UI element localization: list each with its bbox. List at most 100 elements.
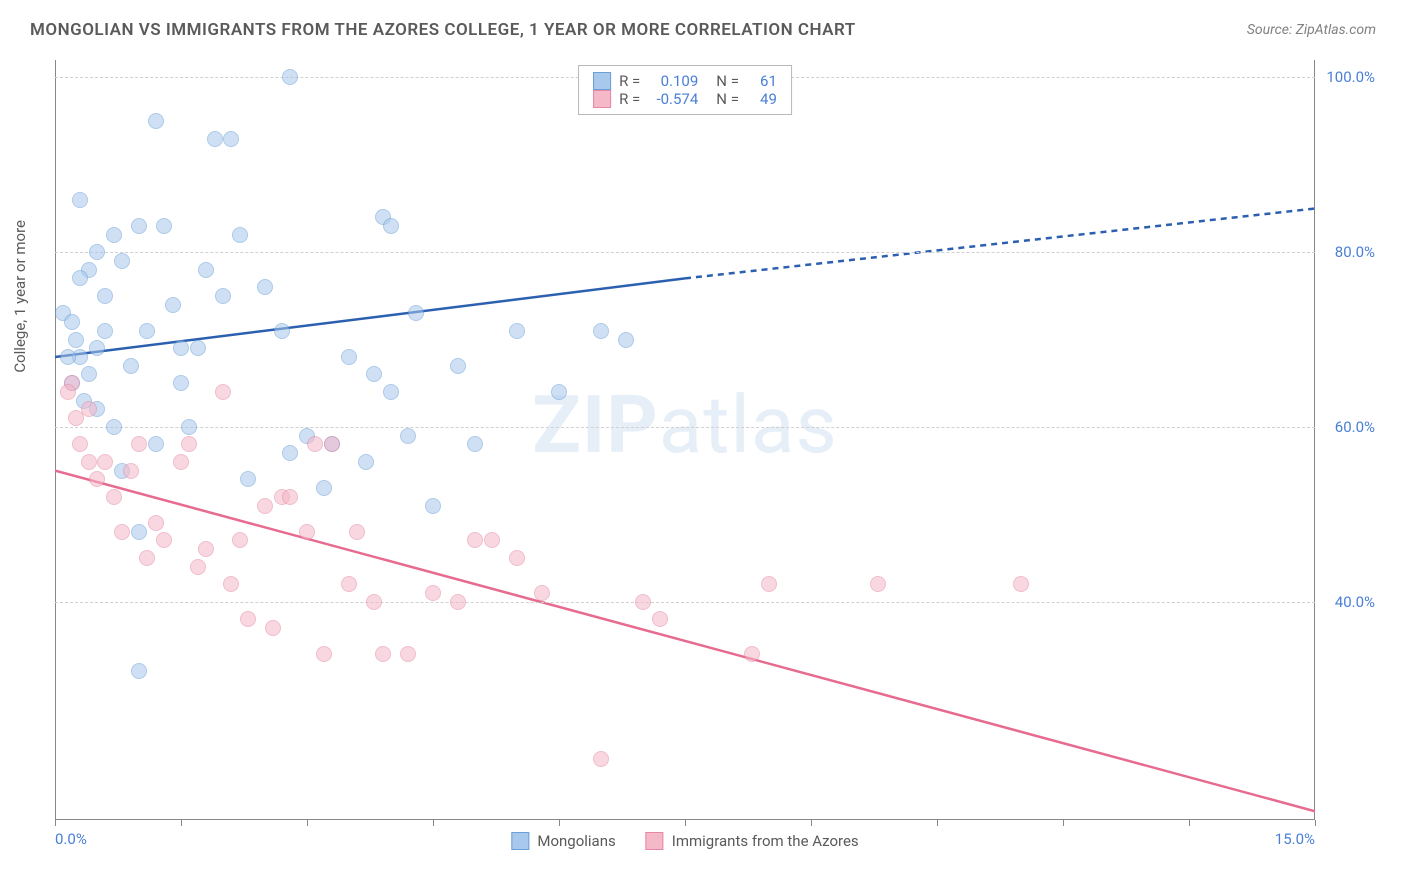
scatter-point [223,576,239,592]
scatter-point [60,384,76,400]
legend-n-label: N = [716,90,739,108]
scatter-point [198,541,214,557]
scatter-point [106,419,122,435]
legend-r-value: 0.109 [648,72,698,90]
gridline [55,252,1315,253]
legend-row: R =0.109N =61 [593,72,777,90]
scatter-point [484,532,500,548]
scatter-point [366,594,382,610]
scatter-point [593,751,609,767]
scatter-point [1013,576,1029,592]
scatter-point [307,436,323,452]
scatter-point [341,349,357,365]
scatter-point [450,594,466,610]
scatter-point [173,375,189,391]
scatter-point [274,323,290,339]
scatter-point [131,436,147,452]
scatter-point [383,384,399,400]
legend-series-label: Immigrants from the Azores [672,832,859,850]
scatter-point [375,646,391,662]
scatter-point [173,454,189,470]
scatter-point [232,227,248,243]
scatter-point [81,454,97,470]
scatter-point [81,401,97,417]
x-tick-mark [55,820,56,826]
scatter-point [131,218,147,234]
scatter-point [223,131,239,147]
scatter-point [131,663,147,679]
scatter-point [618,332,634,348]
legend-r-label: R = [619,72,640,90]
legend-r-value: -0.574 [648,90,698,108]
scatter-point [383,218,399,234]
x-tick-mark [559,820,560,826]
scatter-point [68,332,84,348]
scatter-point [207,131,223,147]
scatter-point [190,340,206,356]
x-tick-label: 0.0% [55,830,87,848]
scatter-point [181,419,197,435]
scatter-point [114,524,130,540]
scatter-point [156,532,172,548]
x-tick-mark [181,820,182,826]
scatter-point [215,384,231,400]
scatter-point [265,620,281,636]
legend-series-item: Immigrants from the Azores [646,832,859,850]
scatter-point [165,297,181,313]
scatter-point [106,489,122,505]
scatter-point [870,576,886,592]
watermark: ZIPatlas [532,378,837,472]
scatter-point [257,279,273,295]
scatter-point [400,428,416,444]
scatter-point [139,323,155,339]
y-tick-label: 100.0% [1326,68,1375,86]
scatter-point [89,340,105,356]
scatter-point [89,471,105,487]
x-tick-mark [1063,820,1064,826]
scatter-point [148,436,164,452]
scatter-point [425,585,441,601]
scatter-point [744,646,760,662]
legend-swatch [593,90,611,108]
scatter-point [593,323,609,339]
y-axis-line-right [1314,60,1315,820]
gridline [55,427,1315,428]
scatter-point [72,270,88,286]
scatter-point [173,340,189,356]
scatter-point [72,436,88,452]
x-tick-mark [1315,820,1316,826]
scatter-point [282,445,298,461]
scatter-point [324,436,340,452]
legend-r-label: R = [619,90,640,108]
scatter-point [282,69,298,85]
legend-series-item: Mongolians [511,832,615,850]
scatter-point [97,454,113,470]
y-tick-label: 40.0% [1335,593,1375,611]
x-tick-mark [685,820,686,826]
scatter-point [114,253,130,269]
scatter-point [240,611,256,627]
gridline [55,602,1315,603]
series-legend: Mongolians Immigrants from the Azores [511,832,858,850]
x-tick-mark [811,820,812,826]
trend-lines [55,60,1315,820]
y-axis-line-left [55,60,56,820]
scatter-point [148,515,164,531]
scatter-point [349,524,365,540]
scatter-point [72,192,88,208]
x-tick-mark [1189,820,1190,826]
scatter-point [316,646,332,662]
scatter-point [282,489,298,505]
scatter-point [181,436,197,452]
scatter-point [139,550,155,566]
plot-area: ZIPatlas 40.0%60.0%80.0%100.0%0.0%15.0% [55,60,1315,820]
legend-n-label: N = [716,72,739,90]
scatter-point [400,646,416,662]
scatter-point [257,498,273,514]
y-axis-label: College, 1 year or more [11,220,29,373]
legend-series-label: Mongolians [537,832,615,850]
x-tick-mark [307,820,308,826]
scatter-point [97,288,113,304]
scatter-point [316,480,332,496]
scatter-point [761,576,777,592]
